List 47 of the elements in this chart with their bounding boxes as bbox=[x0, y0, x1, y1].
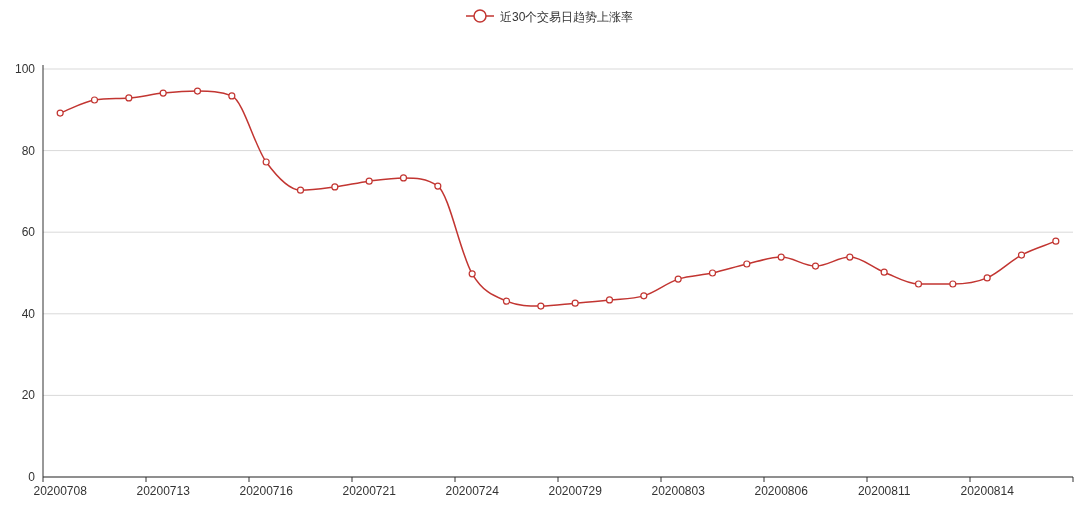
point bbox=[56, 109, 64, 117]
point bbox=[365, 177, 373, 185]
point bbox=[434, 182, 442, 190]
x-tick-label: 20200806 bbox=[754, 484, 809, 498]
x-tick-label: 20200811 bbox=[857, 484, 911, 498]
point bbox=[228, 92, 236, 100]
legend-label: 近30个交易日趋势上涨率 bbox=[500, 10, 634, 24]
point bbox=[193, 87, 202, 95]
x-tick-label: 20200713 bbox=[136, 484, 191, 498]
point bbox=[983, 274, 991, 282]
y-tick-label: 0 bbox=[28, 470, 36, 484]
point bbox=[605, 296, 614, 304]
x-tick-label: 20200803 bbox=[651, 484, 706, 498]
point bbox=[125, 94, 133, 102]
x-tick-label: 20200724 bbox=[445, 484, 500, 498]
point bbox=[777, 253, 785, 261]
y-tick-label: 80 bbox=[21, 143, 36, 158]
x-tick-label: 20200721 bbox=[342, 484, 397, 498]
point bbox=[90, 96, 99, 104]
point bbox=[399, 174, 408, 182]
point bbox=[743, 260, 751, 268]
point bbox=[674, 275, 682, 283]
point bbox=[502, 297, 511, 305]
point bbox=[468, 270, 476, 278]
point bbox=[914, 280, 923, 288]
y-tick-label: 20 bbox=[21, 388, 36, 403]
point bbox=[811, 262, 820, 270]
y-tick-label: 40 bbox=[21, 306, 36, 321]
point bbox=[296, 186, 305, 194]
point bbox=[537, 302, 545, 310]
point bbox=[1017, 251, 1026, 259]
point bbox=[159, 89, 167, 97]
point bbox=[571, 299, 579, 307]
x-tick-label: 20200708 bbox=[33, 484, 88, 498]
point bbox=[331, 183, 339, 191]
point bbox=[846, 253, 854, 261]
x-tick-label: 20200716 bbox=[239, 484, 294, 498]
y-tick-label: 60 bbox=[21, 225, 36, 240]
x-tick-label: 20200729 bbox=[548, 484, 603, 498]
y-tick-label: 100 bbox=[14, 62, 36, 76]
point bbox=[949, 280, 957, 288]
point bbox=[262, 158, 270, 166]
point bbox=[708, 269, 717, 277]
point bbox=[1052, 237, 1060, 245]
point bbox=[640, 292, 648, 300]
point bbox=[880, 268, 888, 276]
x-tick-label: 20200814 bbox=[960, 484, 1015, 498]
